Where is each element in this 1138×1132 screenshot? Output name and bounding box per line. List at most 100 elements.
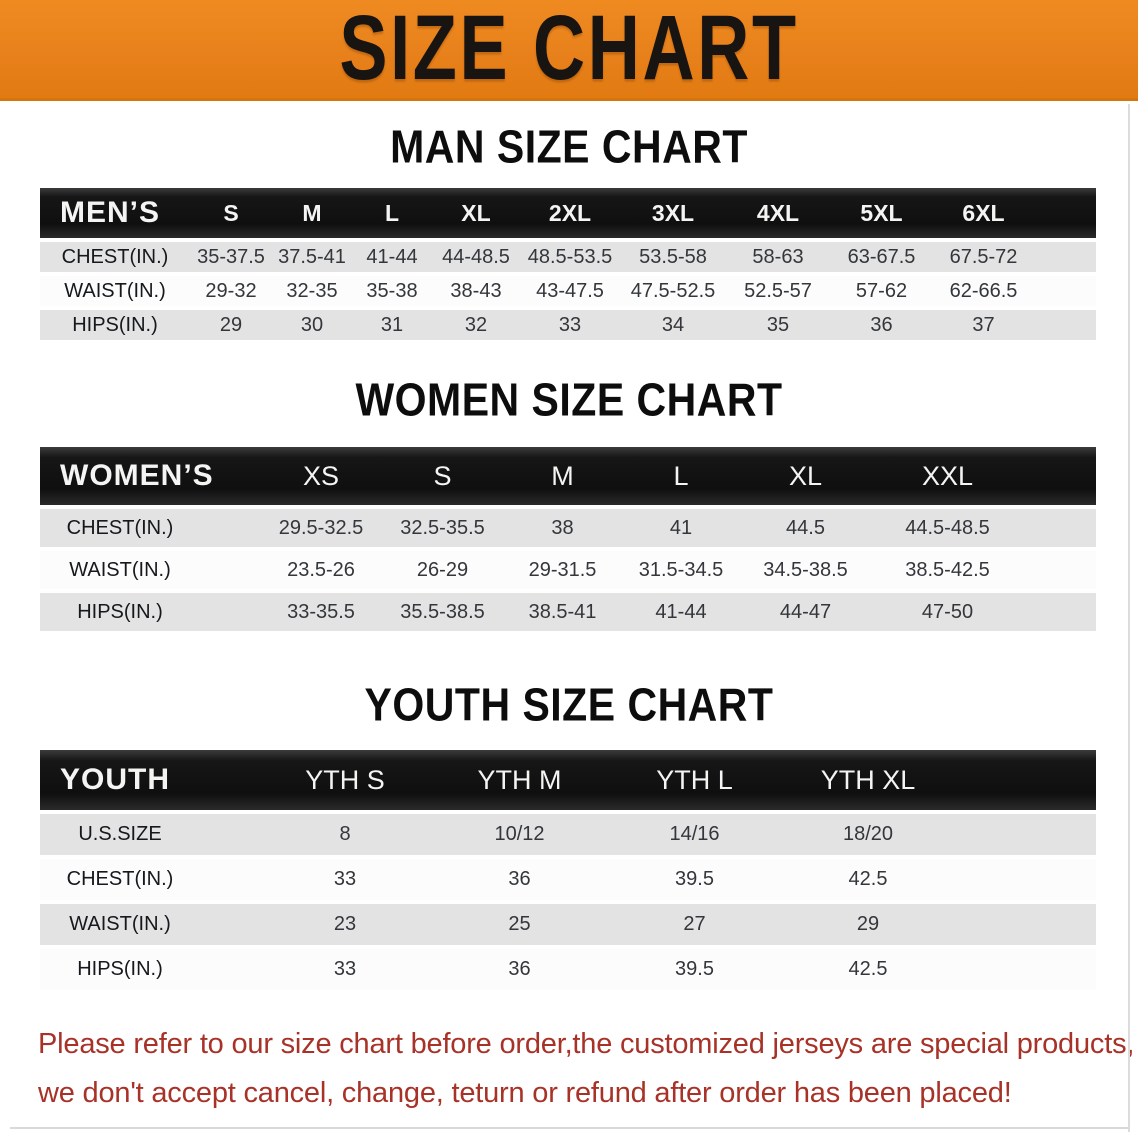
size-cell: 36: [432, 949, 607, 990]
measure-label: HIPS(IN.): [40, 949, 258, 990]
measure-label: WAIST(IN.): [40, 904, 258, 945]
column-header: M: [272, 188, 352, 238]
size-cell: 23.5-26: [260, 551, 382, 589]
size-cell: 47-50: [871, 593, 1096, 631]
column-header: XL: [740, 447, 871, 505]
table-row: U.S.SIZE 8 10/12 14/16 18/20: [40, 814, 1096, 855]
size-cell: 41-44: [352, 242, 432, 272]
size-cell: 41-44: [622, 593, 740, 631]
column-header: YTH XL: [782, 750, 1096, 810]
column-header: 4XL: [726, 188, 830, 238]
size-cell: 33: [258, 949, 432, 990]
size-cell: 33: [258, 859, 432, 900]
measure-label: U.S.SIZE: [40, 814, 258, 855]
size-cell: 8: [258, 814, 432, 855]
size-cell: 62-66.5: [933, 276, 1096, 306]
size-cell: 34.5-38.5: [740, 551, 871, 589]
size-cell: 38: [503, 509, 622, 547]
size-cell: 33-35.5: [260, 593, 382, 631]
column-header: XS: [260, 447, 382, 505]
column-header: L: [352, 188, 432, 238]
youth-table-title: YOUTH: [40, 750, 258, 810]
size-cell: 32: [432, 310, 520, 340]
women-size-table: WOMEN’S XS S M L XL XXL CHEST(IN.) 29.5-…: [40, 443, 1096, 635]
men-section-heading: MAN SIZE CHART: [390, 121, 748, 173]
column-header: 6XL: [933, 188, 1096, 238]
size-cell: 31.5-34.5: [622, 551, 740, 589]
size-cell: 58-63: [726, 242, 830, 272]
size-cell: 53.5-58: [620, 242, 726, 272]
measure-label: WAIST(IN.): [40, 551, 260, 589]
right-edge-divider: [1128, 104, 1130, 1132]
table-row: HIPS(IN.) 33-35.5 35.5-38.5 38.5-41 41-4…: [40, 593, 1096, 631]
size-cell: 38.5-42.5: [871, 551, 1096, 589]
size-cell: 29: [782, 904, 1096, 945]
column-header: S: [190, 188, 272, 238]
size-cell: 47.5-52.5: [620, 276, 726, 306]
column-header: XL: [432, 188, 520, 238]
size-cell: 38-43: [432, 276, 520, 306]
size-cell: 14/16: [607, 814, 782, 855]
size-cell: 27: [607, 904, 782, 945]
table-row: HIPS(IN.) 29 30 31 32 33 34 35 36 37: [40, 310, 1096, 340]
table-row: WAIST(IN.) 29-32 32-35 35-38 38-43 43-47…: [40, 276, 1096, 306]
bottom-edge-divider: [10, 1127, 1130, 1129]
measure-label: HIPS(IN.): [40, 310, 190, 340]
column-header: L: [622, 447, 740, 505]
measure-label: CHEST(IN.): [40, 242, 190, 272]
disclaimer-line-2: we don't accept cancel, change, teturn o…: [38, 1077, 1012, 1109]
measure-label: CHEST(IN.): [40, 859, 258, 900]
size-cell: 34: [620, 310, 726, 340]
column-header: YTH L: [607, 750, 782, 810]
measure-label: CHEST(IN.): [40, 509, 260, 547]
size-cell: 44.5: [740, 509, 871, 547]
size-cell: 57-62: [830, 276, 933, 306]
size-cell: 29-31.5: [503, 551, 622, 589]
column-header: XXL: [871, 447, 1096, 505]
size-cell: 35-38: [352, 276, 432, 306]
size-cell: 37: [933, 310, 1096, 340]
size-cell: 29-32: [190, 276, 272, 306]
size-cell: 52.5-57: [726, 276, 830, 306]
size-cell: 18/20: [782, 814, 1096, 855]
women-section-heading: WOMEN SIZE CHART: [355, 374, 783, 426]
column-header: M: [503, 447, 622, 505]
size-cell: 35.5-38.5: [382, 593, 503, 631]
size-chart-banner: SIZE CHART: [0, 0, 1138, 101]
measure-label: WAIST(IN.): [40, 276, 190, 306]
size-cell: 48.5-53.5: [520, 242, 620, 272]
size-cell: 35-37.5: [190, 242, 272, 272]
table-row: CHEST(IN.) 35-37.5 37.5-41 41-44 44-48.5…: [40, 242, 1096, 272]
table-row: WAIST(IN.) 23 25 27 29: [40, 904, 1096, 945]
women-header-row: WOMEN’S XS S M L XL XXL: [40, 447, 1096, 505]
size-cell: 44.5-48.5: [871, 509, 1096, 547]
men-size-table: MEN’S S M L XL 2XL 3XL 4XL 5XL 6XL CHEST…: [40, 184, 1096, 344]
size-cell: 35: [726, 310, 830, 340]
size-cell: 38.5-41: [503, 593, 622, 631]
size-cell: 30: [272, 310, 352, 340]
size-cell: 43-47.5: [520, 276, 620, 306]
size-cell: 29: [190, 310, 272, 340]
size-cell: 25: [432, 904, 607, 945]
size-cell: 63-67.5: [830, 242, 933, 272]
women-table-title: WOMEN’S: [40, 447, 260, 505]
youth-size-table: YOUTH YTH S YTH M YTH L YTH XL U.S.SIZE …: [40, 746, 1096, 994]
men-table-title: MEN’S: [40, 188, 190, 238]
table-row: HIPS(IN.) 33 36 39.5 42.5: [40, 949, 1096, 990]
column-header: YTH S: [258, 750, 432, 810]
column-header: S: [382, 447, 503, 505]
column-header: 2XL: [520, 188, 620, 238]
size-cell: 44-47: [740, 593, 871, 631]
size-cell: 26-29: [382, 551, 503, 589]
size-cell: 33: [520, 310, 620, 340]
size-cell: 37.5-41: [272, 242, 352, 272]
table-row: WAIST(IN.) 23.5-26 26-29 29-31.5 31.5-34…: [40, 551, 1096, 589]
size-cell: 39.5: [607, 949, 782, 990]
table-row: CHEST(IN.) 29.5-32.5 32.5-35.5 38 41 44.…: [40, 509, 1096, 547]
size-cell: 10/12: [432, 814, 607, 855]
measure-label: HIPS(IN.): [40, 593, 260, 631]
banner-title: SIZE CHART: [339, 0, 799, 100]
column-header: 5XL: [830, 188, 933, 238]
youth-header-row: YOUTH YTH S YTH M YTH L YTH XL: [40, 750, 1096, 810]
size-cell: 23: [258, 904, 432, 945]
